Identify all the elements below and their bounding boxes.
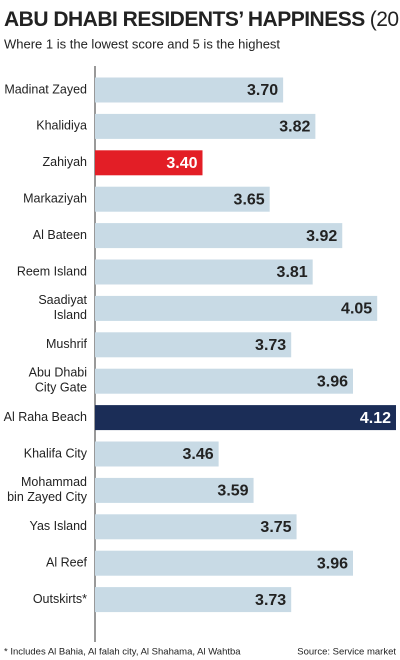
- value-label: 3.96: [317, 555, 348, 572]
- title-main: ABU DHABI RESIDENTS’ HAPPINESS: [4, 8, 365, 31]
- value-label: 3.46: [182, 446, 213, 463]
- bar: [95, 113, 316, 139]
- y-tick-label: Al Raha Beach: [4, 410, 87, 424]
- value-label: 3.82: [279, 119, 310, 136]
- value-label: 3.73: [255, 592, 286, 609]
- bar: [95, 550, 353, 576]
- bar: [95, 77, 284, 103]
- bar: [95, 186, 270, 212]
- bar: [95, 514, 297, 540]
- y-tick-label: Mushrif: [46, 337, 88, 351]
- value-label: 4.05: [341, 301, 372, 318]
- bar: [95, 150, 203, 176]
- bar: [95, 368, 353, 394]
- value-label: 3.59: [217, 483, 248, 500]
- bar: [95, 332, 292, 358]
- bar: [95, 587, 292, 613]
- value-label: 3.40: [166, 155, 197, 172]
- y-tick-label: Mohammad bin Zayed City: [7, 475, 88, 504]
- label-line: Saadiyat: [38, 293, 87, 307]
- bar: [95, 405, 396, 431]
- subtitle: Where 1 is the lowest score and 5 is the…: [4, 36, 280, 51]
- bar: [95, 223, 343, 249]
- value-label: 3.73: [255, 337, 286, 354]
- value-label: 4.12: [360, 410, 391, 427]
- chart-title: ABU DHABI RESIDENTS’ HAPPINESS(2018): [4, 8, 400, 31]
- y-tick-label: Khalidiya: [36, 119, 87, 133]
- y-tick-label: Markaziyah: [23, 191, 87, 205]
- bar: [95, 441, 219, 467]
- value-label: 3.65: [234, 191, 265, 208]
- label-line: Island: [54, 308, 87, 322]
- label-line: bin Zayed City: [7, 490, 88, 504]
- footnote: * Includes Al Bahia, Al falah city, Al S…: [4, 647, 241, 658]
- y-tick-label: Abu Dhabi City Gate: [29, 366, 87, 395]
- value-label: 3.92: [306, 228, 337, 245]
- y-tick-label: Al Bateen: [33, 228, 87, 242]
- label-line: Mohammad: [21, 475, 87, 489]
- y-tick-label: Yas Island: [30, 519, 87, 533]
- bar: [95, 295, 378, 321]
- y-tick-label: Zahiyah: [43, 155, 88, 169]
- y-tick-label: Reem Island: [17, 264, 87, 278]
- bar: [95, 477, 254, 503]
- y-tick-label: Saadiyat Island: [38, 293, 87, 322]
- title-year: (2018): [370, 8, 400, 31]
- y-tick-label: Madinat Zayed: [4, 82, 87, 96]
- label-line: City Gate: [35, 381, 87, 395]
- value-label: 3.75: [260, 519, 291, 536]
- bar: [95, 259, 313, 285]
- value-label: 3.81: [277, 264, 308, 281]
- y-tick-label: Al Reef: [46, 555, 88, 569]
- value-label: 3.70: [247, 82, 278, 99]
- y-tick-label: Outskirts*: [33, 592, 87, 606]
- y-tick-label: Khalifa City: [24, 446, 88, 460]
- source: Source: Service market: [297, 647, 396, 658]
- label-line: Abu Dhabi: [29, 366, 87, 380]
- value-label: 3.96: [317, 373, 348, 390]
